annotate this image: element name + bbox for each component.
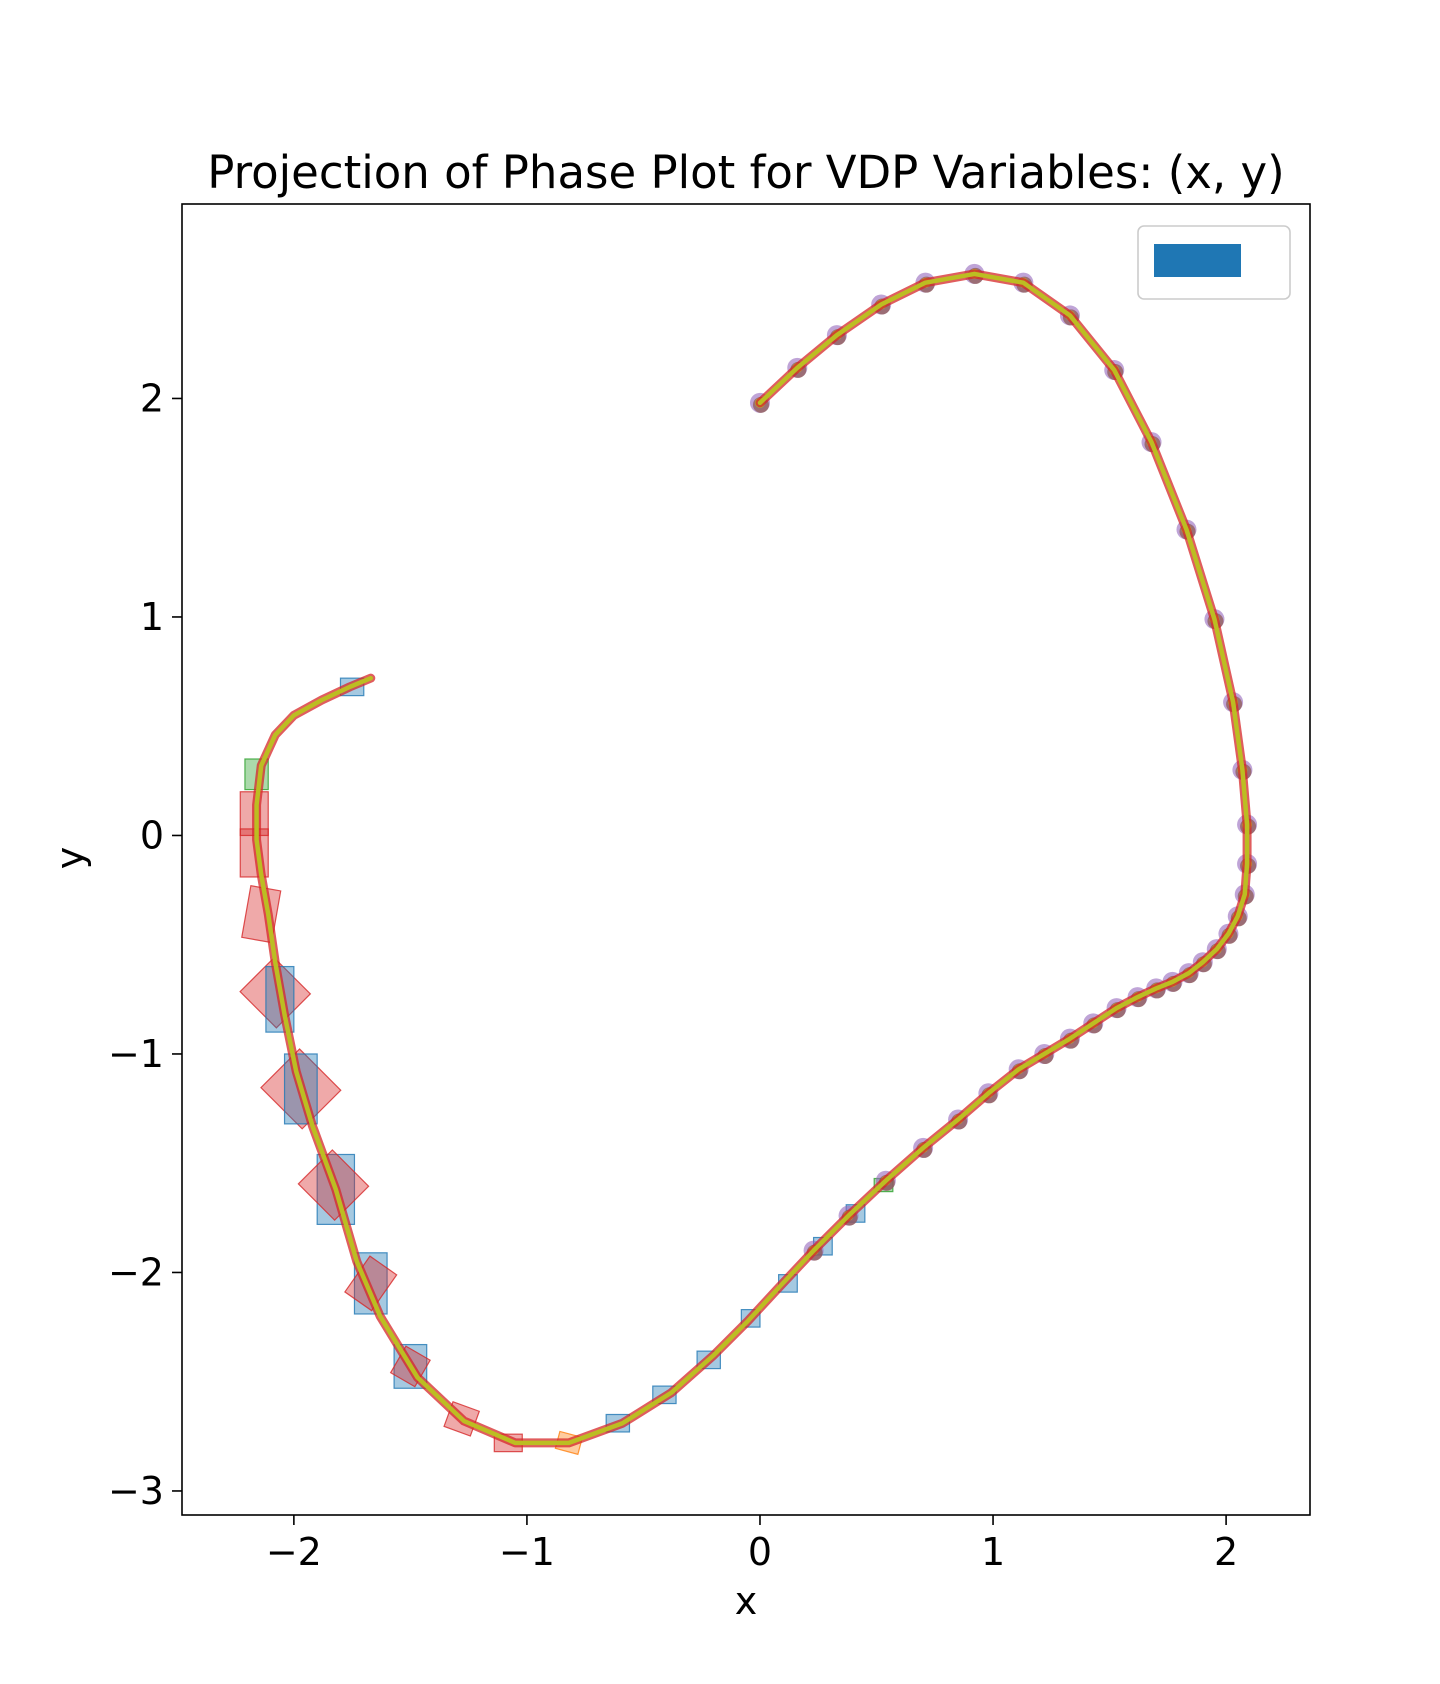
y-tick-label-4: 1 xyxy=(140,595,164,639)
chart-title: Projection of Phase Plot for VDP Variabl… xyxy=(207,146,1284,199)
y-axis-ticks: −3 −2 −1 0 1 2 xyxy=(108,376,182,1513)
y-axis-label: y xyxy=(48,847,92,870)
y-tick-label-3: 0 xyxy=(140,813,164,857)
trajectory-line xyxy=(254,271,1250,1446)
x-axis-label: x xyxy=(735,1579,758,1623)
y-tick-label-5: 2 xyxy=(140,376,164,420)
y-tick-label-2: −1 xyxy=(108,1032,164,1076)
x-tick-label-2: 0 xyxy=(748,1530,772,1574)
axes-frame xyxy=(181,203,1311,1516)
trajectory-outer-line xyxy=(252,269,1252,1448)
x-tick-label-4: 2 xyxy=(1214,1530,1238,1574)
x-axis-ticks: −2 −1 0 1 2 xyxy=(266,1515,1238,1574)
x-tick-label-3: 1 xyxy=(981,1530,1005,1574)
x-tick-label-0: −2 xyxy=(266,1530,322,1574)
y-tick-label-0: −3 xyxy=(108,1469,164,1513)
y-tick-label-1: −2 xyxy=(108,1250,164,1294)
plot-area xyxy=(239,263,1258,1456)
legend xyxy=(1137,225,1291,300)
x-tick-label-1: −1 xyxy=(499,1530,555,1574)
legend-swatch xyxy=(1154,244,1241,277)
